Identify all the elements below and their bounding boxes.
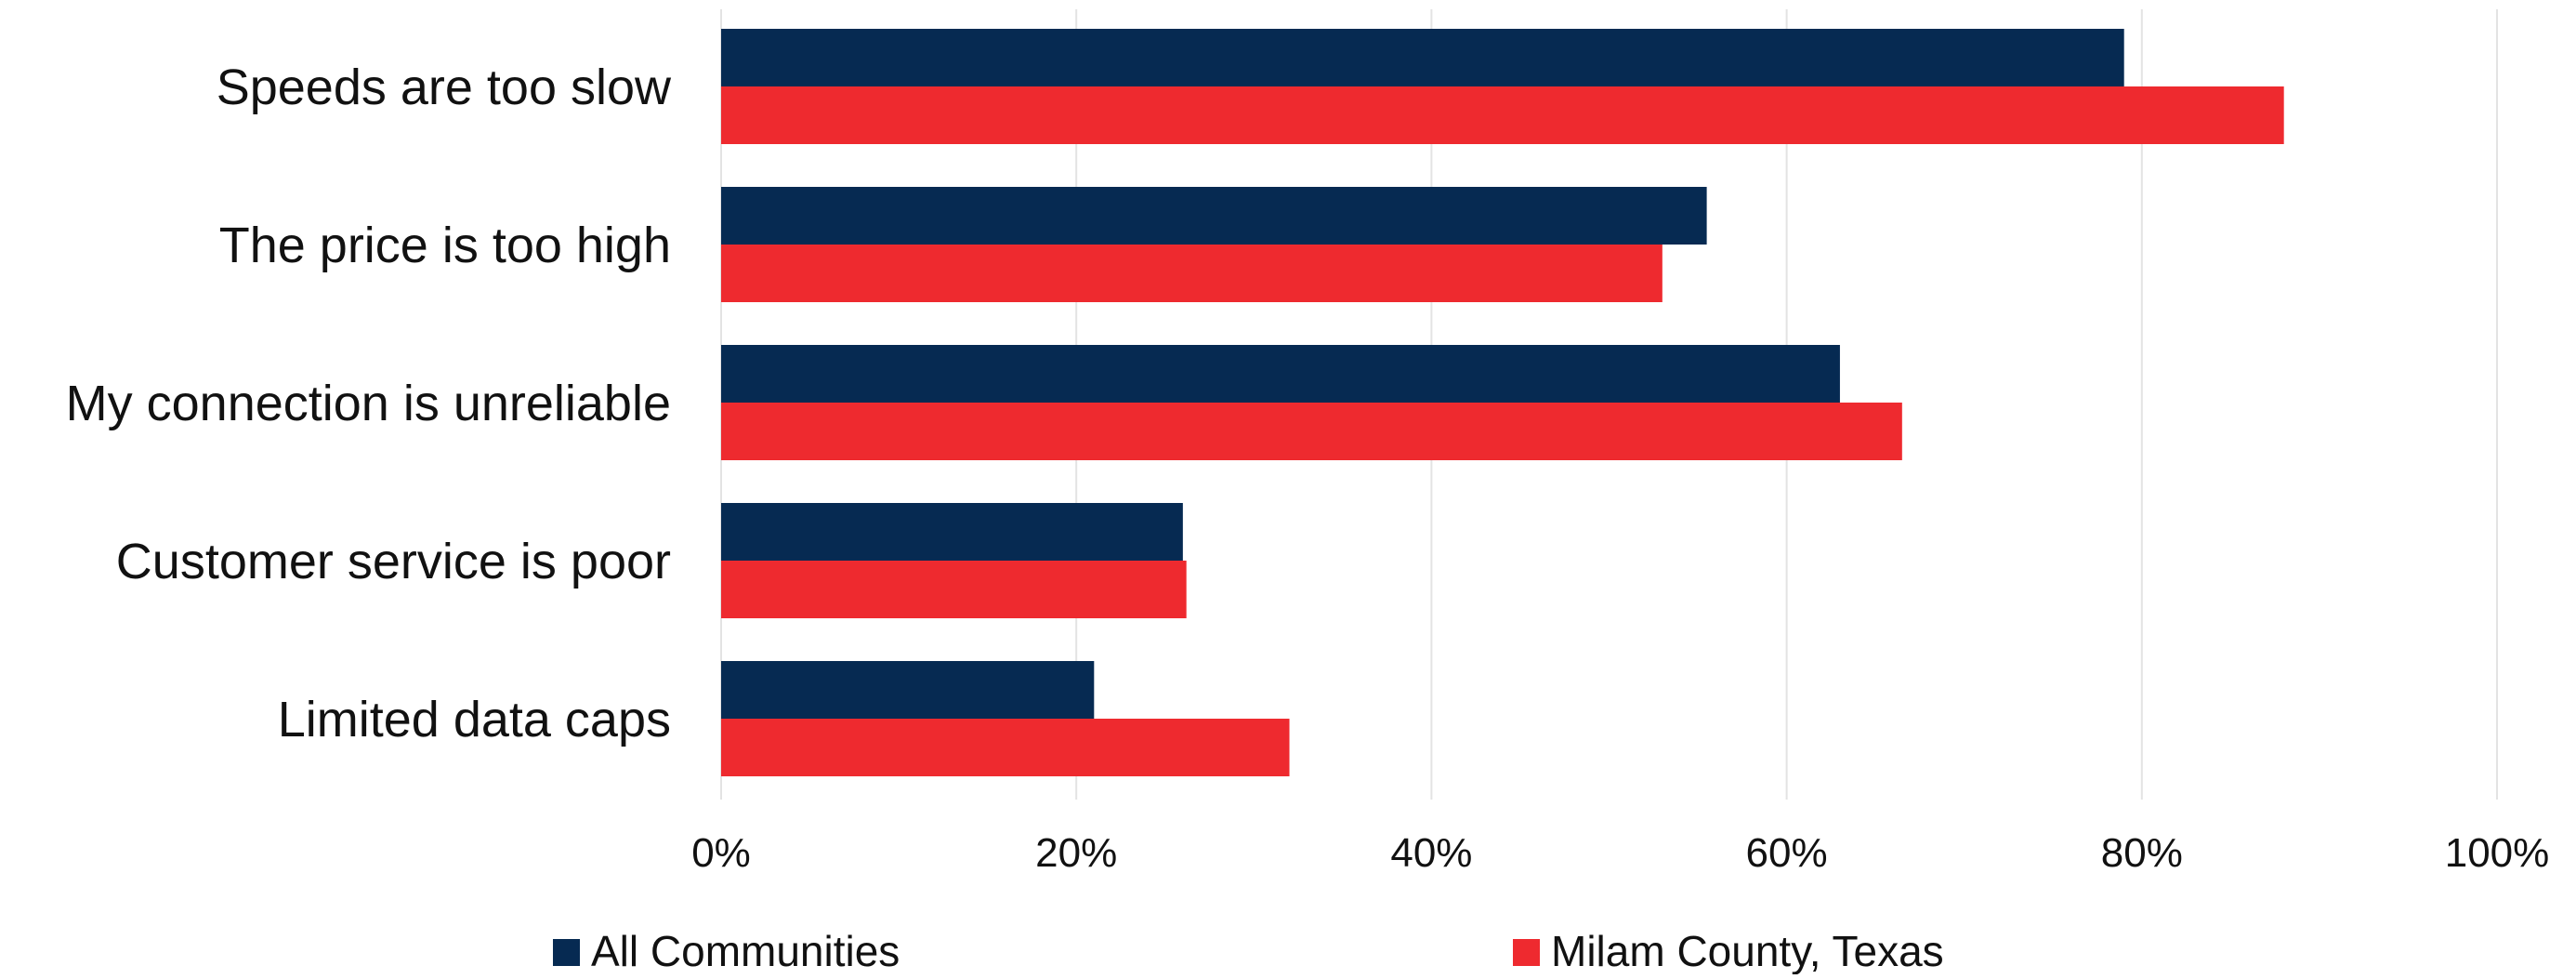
legend: All Communities Milam County, Texas [553, 927, 1944, 975]
x-tick-label: 20% [1035, 830, 1117, 876]
x-tick-label: 0% [691, 830, 751, 876]
bars-layer [721, 29, 2284, 776]
category-label: Limited data caps [278, 692, 671, 747]
legend-swatch [1513, 939, 1540, 966]
legend-label: All Communities [591, 927, 900, 974]
bar-milam-county [721, 719, 1290, 776]
bar-all-communities [721, 29, 2124, 86]
category-label: My connection is unreliable [66, 376, 671, 431]
x-tick-label: 80% [2101, 830, 2183, 876]
legend-label: Milam County, Texas [1551, 927, 1944, 974]
category-label: Speeds are too slow [217, 60, 672, 115]
x-axis-tick-labels: 0% 20% 40% 60% 80% 100% [691, 830, 2549, 876]
bar-all-communities [721, 187, 1707, 245]
bar-milam-county [721, 86, 2284, 144]
category-label: Customer service is poor [116, 534, 671, 589]
bar-milam-county [721, 403, 1902, 460]
category-labels: Speeds are too slow The price is too high… [66, 60, 672, 747]
category-label: The price is too high [219, 218, 671, 273]
bar-milam-county [721, 561, 1187, 618]
legend-swatch [553, 939, 580, 966]
x-tick-label: 60% [1746, 830, 1828, 876]
bar-all-communities [721, 345, 1840, 403]
x-tick-label: 100% [2445, 830, 2550, 876]
bar-milam-county [721, 245, 1663, 302]
x-tick-label: 40% [1390, 830, 1472, 876]
bar-all-communities [721, 661, 1095, 719]
bar-all-communities [721, 503, 1183, 561]
